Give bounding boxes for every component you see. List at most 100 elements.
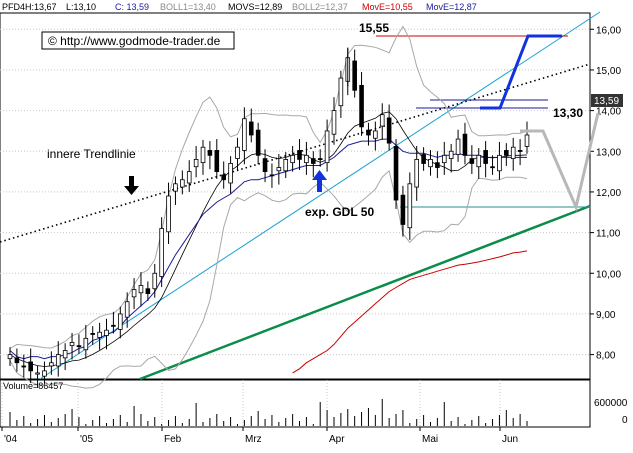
candle-body: [21, 365, 27, 368]
bearish-projection-path: [520, 112, 600, 212]
candle: [255, 122, 261, 165]
candle: [497, 141, 502, 180]
candle-body: [455, 138, 461, 155]
bollinger-middle-line: [9, 111, 528, 367]
candle: [21, 354, 27, 378]
candle-body: [228, 163, 233, 184]
x-tick-label: Apr: [329, 434, 345, 445]
black-down-arrow: [124, 176, 139, 195]
candle-body: [131, 289, 137, 298]
candle: [324, 119, 330, 172]
candle: [517, 139, 523, 166]
x-tick-label: Jun: [502, 434, 518, 445]
volume-tick-600000: 600000: [594, 398, 628, 409]
copyright-text: © http://www.godmode-trader.de: [48, 34, 221, 48]
candle: [131, 278, 137, 310]
x-axis-ticks: '04 '05 Feb Mrz Apr Mai Jun: [1, 427, 518, 445]
candle: [235, 137, 240, 171]
candle-body: [28, 361, 33, 372]
candle-body: [366, 129, 371, 136]
candle: [504, 143, 509, 166]
candle-body: [221, 174, 226, 181]
candle: [297, 139, 302, 170]
candle-body: [262, 158, 268, 173]
candle: [166, 182, 171, 244]
candle-body: [200, 146, 206, 164]
y-tick-label: 11,00: [596, 229, 621, 240]
candle: [62, 343, 68, 371]
candle: [42, 361, 47, 384]
candle-body: [407, 183, 413, 229]
analysis-lines: [0, 11, 601, 381]
indicator-lines: [9, 25, 528, 389]
candle-body: [483, 150, 488, 164]
bollinger-upper-band: [9, 25, 528, 349]
level-label: 13,30: [553, 106, 583, 120]
header-low: L:13,10: [66, 2, 96, 12]
candle-body: [476, 154, 482, 168]
candle: [359, 71, 364, 136]
candle-body: [180, 179, 185, 188]
candle: [104, 318, 109, 350]
candle-body: [290, 154, 295, 164]
candle: [448, 143, 454, 173]
candle: [207, 141, 213, 170]
candle: [55, 341, 61, 377]
candle: [455, 129, 461, 162]
chart-header: PFD4 H:13,67 L:13,10 C: 13,59 BOLL1=13,4…: [2, 2, 477, 12]
header-close: C: 13,59: [115, 2, 149, 12]
candle: [214, 139, 220, 179]
slow-moving-average-line: [292, 250, 528, 374]
candle-body: [207, 150, 213, 156]
x-tick-label: Mrz: [245, 434, 262, 445]
candle: [469, 145, 475, 175]
candle-body: [421, 154, 426, 164]
candle-body: [497, 154, 502, 172]
candle: [69, 333, 75, 360]
inner-trendline: [0, 63, 591, 243]
candle: [83, 324, 89, 359]
candle-body: [504, 150, 509, 156]
candle-body: [524, 134, 530, 147]
candle: [421, 147, 426, 171]
gdl-label: exp. GDL 50: [305, 205, 374, 219]
candle: [242, 107, 247, 165]
header-symbol: PFD4: [2, 2, 25, 12]
candle-body: [35, 372, 40, 375]
candle-body: [324, 130, 330, 164]
bollinger-lower-band: [9, 169, 528, 389]
y-tick-label: 12,00: [596, 188, 621, 199]
candle-body: [255, 129, 261, 156]
candle: [117, 306, 123, 339]
candle-body: [193, 158, 199, 168]
candle: [186, 160, 192, 192]
candle: [90, 326, 96, 345]
header-boll2: BOLL2=12,37: [292, 2, 348, 12]
candle-body: [138, 285, 144, 294]
candle-body: [145, 288, 151, 295]
candle: [111, 311, 116, 334]
candle: [393, 139, 399, 210]
candle: [138, 272, 144, 307]
blue-up-arrow: [312, 170, 327, 192]
x-tick-label: '04: [4, 434, 17, 445]
candle: [311, 151, 316, 178]
candle: [14, 348, 20, 372]
candle: [180, 170, 185, 195]
y-tick-label: 9,00: [596, 310, 616, 321]
candle: [510, 137, 516, 171]
candle-body: [124, 301, 130, 318]
y-tick-label: 10,00: [596, 269, 621, 280]
x-tick-label: '05: [80, 434, 93, 445]
candle-body: [49, 362, 54, 367]
candle-body: [76, 345, 82, 348]
candle: [366, 122, 371, 146]
candle: [338, 70, 344, 118]
candle-body: [283, 158, 289, 172]
candle-body: [166, 195, 171, 233]
annotations: 15,55 13,30 innere Trendlinie exp. GDL 5…: [47, 21, 583, 219]
candle-body: [435, 162, 440, 168]
candle-body: [428, 158, 433, 168]
